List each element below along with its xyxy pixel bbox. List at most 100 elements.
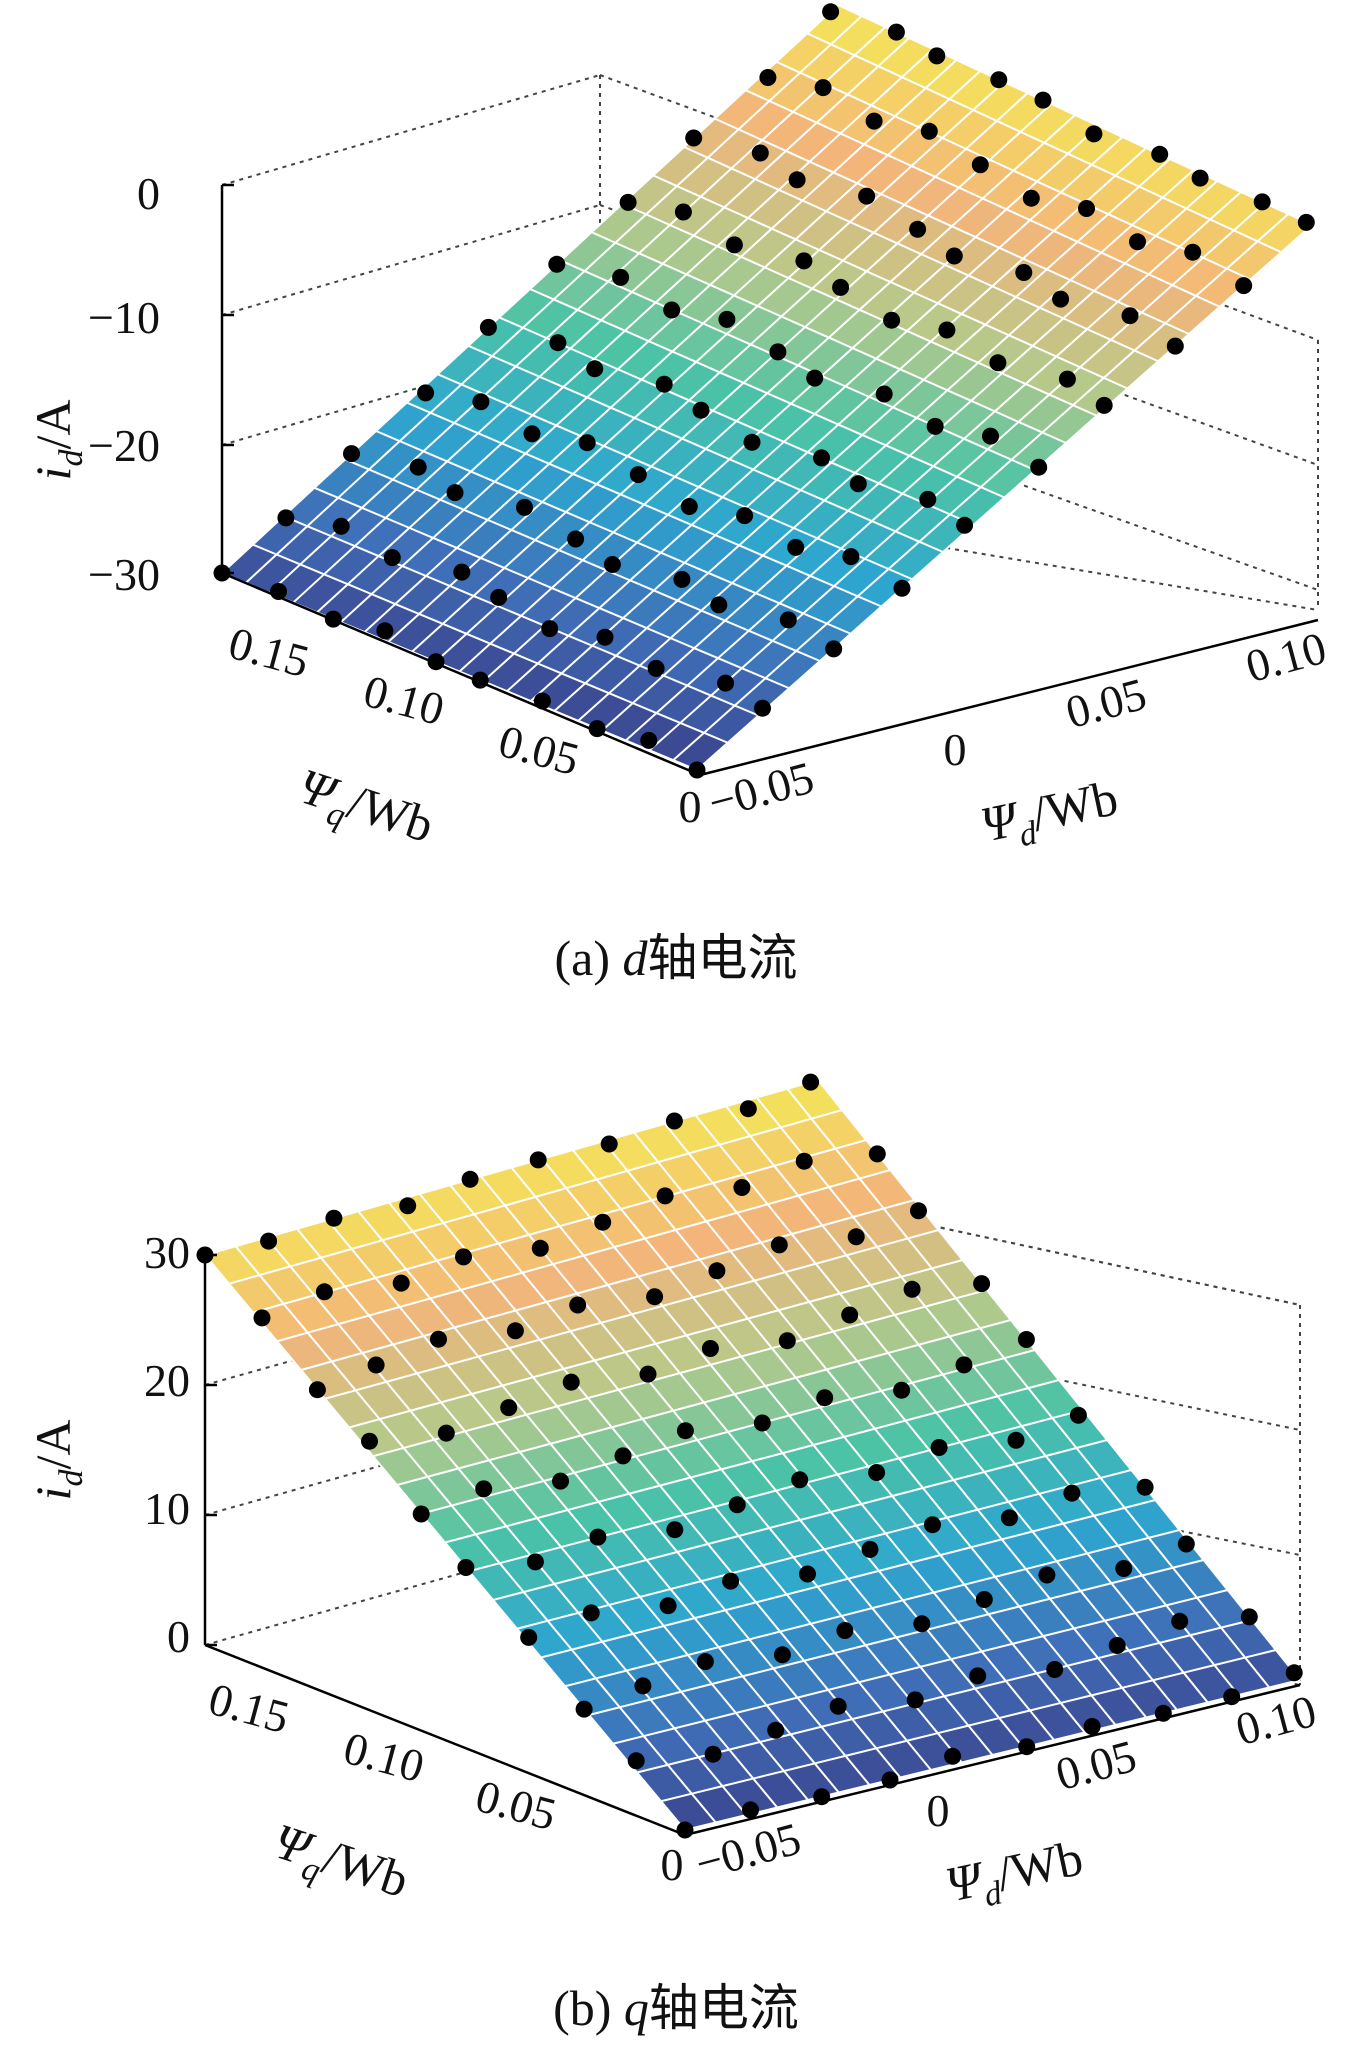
b-mesh-line [204,1254,686,1831]
a-sample-point [548,255,566,273]
b-mesh-line [786,1088,1271,1689]
b-sample-point [656,1187,674,1205]
chart-b-z-label: id/A [25,1420,90,1501]
a-sample-point [779,611,797,629]
chart-b-y-tick-010: 0.10 [339,1722,430,1792]
b-sample-point [893,1381,911,1399]
b-gridline [579,1149,1301,1306]
b-sample-point [836,1622,854,1639]
b-sample-point [913,1615,931,1633]
b-sample-point [1000,1509,1018,1527]
chart-a-z-tick-1: −10 [88,292,160,343]
a-sample-point [619,193,637,211]
a-sample-point [718,310,736,328]
b-sample-point [742,1801,759,1819]
a-sample-point [603,556,621,573]
b-sample-point [1136,1478,1154,1496]
a-sample-point [849,475,867,493]
b-sample-point [552,1472,569,1490]
a-sample-point [663,301,681,319]
chart-b-x-label: Ψd/Wb [941,1829,1090,1921]
a-sample-point [736,507,754,525]
b-sample-point [778,1332,796,1350]
a-sample-point [578,434,596,452]
b-sample-point [696,1653,714,1671]
a-gridline [221,74,601,186]
chart-b-sample-points [196,1073,1303,1839]
b-sample-point [1108,1637,1126,1654]
a-sample-point [1151,145,1169,163]
chart-a-z-tick-0: 0 [137,168,160,219]
a-mesh-line [683,146,1159,363]
chart-a-caption: (a) d轴电流 [555,930,798,986]
chart-a-y-tick-010: 0.10 [359,665,450,735]
b-sample-point [1240,1608,1258,1626]
b-sample-point [437,1424,455,1442]
b-sample-point [600,1135,618,1153]
chart-a-z-tick-2: −20 [88,420,160,471]
b-sample-point [924,1516,941,1534]
chart-b-z-label-main: i [25,1487,81,1501]
chart-b-z-tick-30: 30 [144,1227,190,1278]
a-sample-point [1058,370,1076,388]
chart-b-y-label-unit: /Wb [316,1828,415,1908]
b-mesh-line [326,1219,809,1801]
b-sample-point [906,1691,924,1709]
a-sample-point [825,640,843,658]
chart-a-z-tick-3: −30 [88,549,160,600]
a-sample-point [814,79,832,97]
a-sample-point [945,247,963,265]
chart-a-x-tick-005: 0.05 [1061,668,1152,738]
chart-a-z-label-sub: d [53,449,90,467]
chart-b-caption-var: q [624,1980,649,2036]
b-mesh-line [510,1166,994,1756]
b-gridline [579,1279,1301,1431]
a-sample-point [376,622,394,640]
a-mesh-line [406,401,882,608]
a-mesh-line [714,117,1190,335]
b-mesh-line [541,1158,1025,1749]
a-sample-point [989,354,1007,372]
a-sample-point [343,445,360,463]
a-sample-point [717,674,735,692]
a-sample-point [1253,193,1271,211]
a-sample-point [788,171,806,189]
b-sample-point [455,1248,472,1266]
a-sample-point [710,596,728,614]
a-sample-point [725,236,743,254]
b-sample-point [861,1540,879,1558]
a-sample-point [692,401,710,419]
a-gridline [599,489,1319,611]
b-sample-point [520,1628,538,1646]
chart-a-x-label-unit: /Wb [1027,769,1123,842]
chart-a-y-tick-0: 0 [679,781,702,832]
b-sample-point [260,1232,278,1250]
b-sample-point [506,1322,524,1340]
a-sample-point [446,484,464,502]
a-sample-point [549,334,567,352]
a-sample-point [479,318,497,336]
b-sample-point [770,1236,788,1254]
a-gridline [221,334,601,446]
a-sample-point [629,466,647,484]
b-sample-point [791,1471,809,1489]
a-sample-point [919,490,937,508]
a-sample-point [647,659,665,677]
chart-a-sample-points [213,3,1315,779]
b-sample-point [753,1414,771,1432]
a-sample-point [1129,233,1146,251]
a-sample-point [383,549,401,567]
chart-a-caption-var: d [623,930,649,986]
chart-b-z-tick-0: 0 [167,1611,190,1662]
b-sample-point [676,1422,694,1440]
b-sample-point [708,1262,726,1280]
b-sample-point [646,1288,664,1306]
b-mesh-line [817,1079,1301,1681]
a-sample-point [822,3,840,21]
b-mesh-line [663,1123,1148,1719]
a-mesh-line [652,174,1128,390]
a-sample-point [875,385,893,403]
b-sample-point [659,1597,677,1615]
b-sample-point [733,1179,751,1196]
